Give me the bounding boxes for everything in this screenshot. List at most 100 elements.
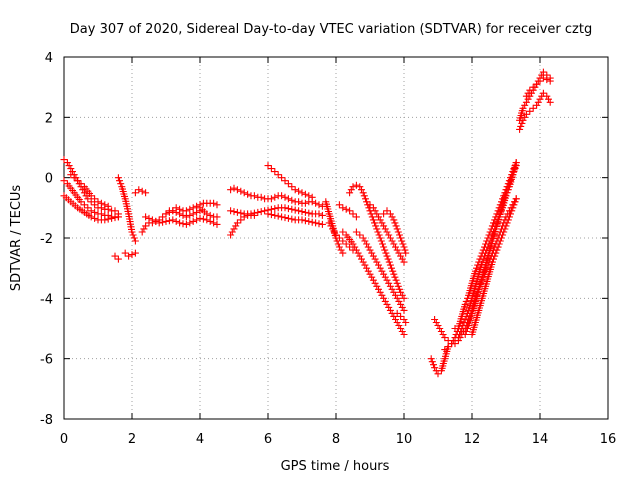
data-point <box>337 246 345 254</box>
data-point <box>373 210 381 218</box>
data-point <box>182 220 190 228</box>
data-point <box>375 213 382 221</box>
data-point <box>376 288 384 296</box>
data-point <box>369 252 377 260</box>
series-track-34 <box>522 74 554 100</box>
x-tick-label: 12 <box>464 432 481 447</box>
data-point <box>390 270 398 278</box>
series-track-15 <box>227 211 258 239</box>
data-point <box>512 195 520 203</box>
data-point <box>305 192 313 200</box>
data-point <box>400 243 408 251</box>
data-point <box>142 222 150 230</box>
data-point <box>462 297 470 305</box>
data-point <box>393 309 401 317</box>
series-track-16 <box>264 210 326 228</box>
data-point <box>383 276 391 284</box>
data-point <box>396 231 403 239</box>
data-point <box>101 201 109 209</box>
data-point <box>339 237 347 245</box>
data-point <box>397 300 405 308</box>
data-point <box>381 225 389 233</box>
data-point <box>517 122 525 130</box>
y-tick-label: 2 <box>45 111 53 126</box>
data-point <box>481 243 488 251</box>
data-point <box>131 237 139 245</box>
data-point <box>384 255 392 263</box>
data-point <box>264 162 272 170</box>
data-point <box>295 207 303 215</box>
data-point <box>250 211 258 219</box>
data-point <box>63 159 71 167</box>
x-axis-label: GPS time / hours <box>281 459 390 474</box>
series-track-12 <box>196 204 221 221</box>
data-point <box>474 261 482 269</box>
data-point <box>402 319 410 326</box>
data-point <box>385 258 393 266</box>
data-point <box>511 198 519 206</box>
data-point <box>79 186 87 194</box>
data-point <box>172 208 180 216</box>
data-point <box>390 216 398 224</box>
y-tick-label: -8 <box>40 413 53 428</box>
data-point <box>203 216 211 224</box>
data-point <box>505 213 513 221</box>
data-point <box>121 249 129 257</box>
data-point <box>400 294 408 302</box>
data-point <box>431 364 439 372</box>
data-point <box>128 251 136 259</box>
data-point <box>97 210 105 218</box>
series-track-17 <box>264 162 316 201</box>
data-point <box>362 195 369 203</box>
data-point <box>390 288 398 296</box>
data-point <box>288 215 296 223</box>
data-point <box>471 267 479 275</box>
data-point <box>392 316 399 323</box>
data-point <box>399 240 407 248</box>
data-point <box>380 270 388 278</box>
data-point <box>94 198 102 206</box>
data-point <box>87 192 95 200</box>
data-point <box>339 249 347 257</box>
data-point <box>318 211 326 219</box>
data-point <box>91 208 99 216</box>
data-point <box>67 165 75 173</box>
data-point <box>485 231 493 239</box>
data-point <box>509 171 517 179</box>
data-point <box>500 228 508 236</box>
x-tick-label: 8 <box>332 432 340 447</box>
data-point <box>250 192 258 200</box>
data-point <box>398 328 406 335</box>
data-point <box>193 216 201 224</box>
data-point <box>495 240 503 248</box>
data-point <box>536 95 544 103</box>
x-tick-label: 10 <box>396 432 413 447</box>
data-point <box>389 267 397 275</box>
data-point <box>516 125 524 133</box>
data-point <box>484 234 492 242</box>
data-point <box>227 186 235 194</box>
data-point <box>397 312 405 320</box>
data-point <box>393 225 401 233</box>
data-point <box>318 220 326 228</box>
series-track-06 <box>114 174 139 245</box>
data-point <box>381 297 389 305</box>
data-point <box>352 181 360 189</box>
data-point <box>339 204 347 212</box>
data-point <box>395 249 403 257</box>
data-point <box>478 249 486 257</box>
data-point <box>393 319 401 326</box>
data-point <box>524 95 532 103</box>
data-point <box>142 213 150 221</box>
data-point <box>91 201 99 209</box>
x-tick-label: 4 <box>196 432 204 447</box>
data-point <box>349 210 357 218</box>
data-point <box>159 218 167 226</box>
data-point <box>358 255 365 263</box>
data-point <box>346 207 354 215</box>
data-point <box>377 237 385 245</box>
data-point <box>135 186 143 194</box>
data-point <box>371 279 379 287</box>
data-point <box>543 76 551 84</box>
data-point <box>244 190 252 198</box>
